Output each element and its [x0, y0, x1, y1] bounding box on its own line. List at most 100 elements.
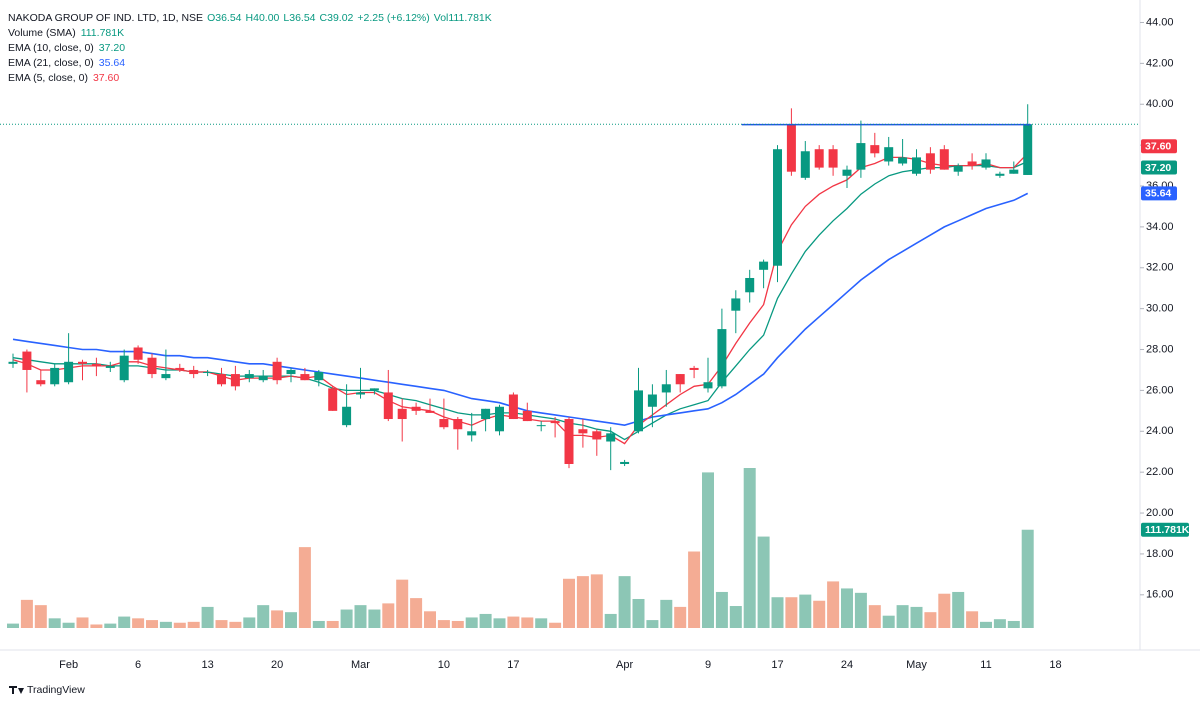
candle-body: [383, 392, 393, 420]
y-tick-label: 18.00: [1146, 548, 1174, 560]
indicator-legend: EMA (5, close, 0) 37.60: [8, 72, 119, 84]
volume-bar: [465, 617, 478, 628]
volume-bar: [118, 616, 131, 628]
candle-body: [995, 173, 1005, 176]
volume-bar: [382, 603, 395, 628]
ohlc-value: O36.54: [207, 12, 242, 24]
candle-body: [217, 374, 226, 385]
y-tick-label: 30.00: [1146, 303, 1174, 315]
candle-body: [425, 410, 435, 413]
volume-bar: [563, 578, 575, 628]
indicator-legend: Volume (SMA) 111.781K: [8, 27, 124, 39]
volume-bar: [993, 619, 1006, 628]
volume-bar: [910, 606, 923, 628]
candle-body: [356, 392, 365, 395]
candle-body: [870, 145, 880, 154]
ema-line: [12, 192, 1029, 427]
x-tick-label: Feb: [59, 659, 78, 671]
x-tick-label: 18: [1049, 659, 1061, 671]
volume-bar: [868, 605, 881, 628]
candle-body: [842, 169, 852, 176]
volume-bar: [132, 618, 145, 628]
symbol-legend: NAKODA GROUP OF IND. LTD, 1D, NSE O36.54 H…: [8, 12, 492, 24]
candle-body: [620, 461, 630, 464]
x-tick-label: Mar: [351, 659, 370, 671]
volume-bar: [966, 611, 979, 628]
x-tick-label: Apr: [616, 659, 633, 671]
candle-body: [8, 361, 18, 364]
volume-bar: [938, 593, 951, 628]
volume-bar: [1007, 620, 1020, 628]
candle-body: [745, 277, 755, 293]
volume-bar: [285, 612, 297, 628]
volume-bar: [173, 622, 186, 628]
x-tick-label: 6: [135, 659, 141, 671]
volume-bar: [410, 598, 423, 628]
volume-bar: [757, 536, 770, 628]
volume-bar: [841, 588, 853, 628]
candle-body: [272, 361, 282, 381]
candle-body: [161, 374, 171, 379]
x-tick-label: 17: [771, 659, 783, 671]
candle-body: [884, 147, 894, 162]
volume-bar: [104, 623, 117, 628]
logo: [9, 686, 24, 694]
candle-body: [369, 388, 379, 391]
y-tick-label: 34.00: [1146, 221, 1174, 233]
brand-name: TradingView: [27, 684, 85, 696]
x-tick-label: 11: [980, 659, 991, 671]
candle-body: [800, 151, 810, 178]
candle-body: [481, 408, 491, 420]
volume-bar: [827, 581, 840, 628]
volume-bar: [632, 598, 645, 628]
candle-body: [939, 149, 949, 170]
y-tick-label: 42.00: [1146, 57, 1174, 69]
ema-line: [12, 160, 1028, 441]
candle-body: [634, 390, 643, 432]
volume-bar: [90, 624, 103, 628]
volume-bar: [688, 551, 701, 628]
volume-bar: [354, 605, 367, 628]
candle-body: [91, 363, 101, 366]
y-tick-label: 24.00: [1146, 425, 1174, 437]
candle-body: [453, 419, 463, 430]
candle-body: [606, 433, 616, 442]
indicator-name: EMA (10, close, 0): [8, 42, 94, 54]
indicator-value: 35.64: [99, 57, 125, 69]
volume-bar: [882, 615, 895, 628]
x-tick-label: 20: [271, 659, 283, 671]
candle-body: [647, 394, 657, 407]
candle-body: [258, 376, 268, 381]
candle-body: [495, 406, 504, 432]
volume-bar: [298, 547, 311, 628]
candle-body: [592, 431, 602, 440]
candle-body: [36, 380, 46, 385]
candle-body: [342, 406, 352, 426]
candle-body: [230, 374, 240, 387]
volume-bar: [549, 622, 562, 628]
price-tag: [1141, 160, 1177, 175]
ohlc-value: C39.02: [320, 12, 354, 24]
volume-bar: [521, 617, 534, 628]
branding: TradingView: [9, 684, 85, 696]
x-tick-label: 17: [507, 659, 519, 671]
candle-body: [133, 347, 143, 360]
volume-bar: [257, 605, 270, 628]
candle-body: [1023, 124, 1033, 175]
y-tick-label: 28.00: [1146, 343, 1174, 355]
candle-body: [925, 153, 935, 170]
volume-bar: [146, 620, 158, 628]
volume-bar: [437, 620, 450, 628]
candle-body: [675, 374, 685, 385]
y-tick-label: 22.00: [1146, 466, 1174, 478]
candle-body: [286, 369, 296, 375]
candle-body: [786, 124, 796, 172]
ohlc-value: +2.25 (+6.12%): [357, 12, 429, 24]
x-tick-label: 9: [705, 659, 711, 671]
x-tick-label: 13: [201, 659, 213, 671]
volume-bar: [618, 576, 631, 628]
volume-bar: [952, 591, 965, 628]
volume-bar: [854, 592, 867, 628]
